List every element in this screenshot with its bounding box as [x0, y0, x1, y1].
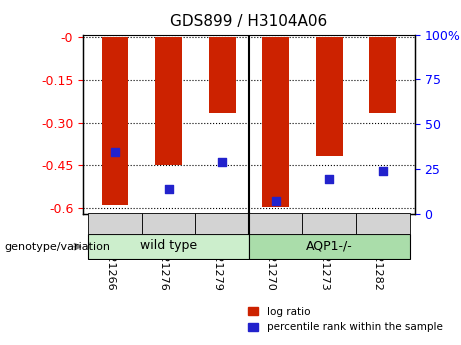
FancyBboxPatch shape	[356, 213, 409, 234]
Text: genotype/variation: genotype/variation	[5, 242, 111, 252]
Point	[165, 187, 172, 192]
FancyBboxPatch shape	[89, 234, 249, 259]
FancyBboxPatch shape	[195, 213, 249, 234]
FancyBboxPatch shape	[249, 234, 409, 259]
Point	[272, 199, 279, 204]
Point	[112, 149, 119, 155]
Point	[219, 159, 226, 165]
FancyBboxPatch shape	[302, 213, 356, 234]
Bar	[369, 37, 396, 113]
Legend: log ratio, percentile rank within the sample: log ratio, percentile rank within the sa…	[243, 303, 447, 336]
Bar	[262, 37, 289, 207]
Text: wild type: wild type	[140, 239, 197, 252]
Bar	[209, 37, 236, 113]
FancyBboxPatch shape	[249, 213, 302, 234]
Text: AQP1-/-: AQP1-/-	[306, 239, 353, 252]
Bar	[155, 37, 182, 166]
Point	[325, 176, 333, 182]
Title: GDS899 / H3104A06: GDS899 / H3104A06	[170, 14, 328, 29]
FancyBboxPatch shape	[142, 213, 195, 234]
Point	[379, 168, 386, 174]
Bar	[102, 37, 129, 205]
Bar	[316, 37, 343, 156]
FancyBboxPatch shape	[89, 213, 142, 234]
